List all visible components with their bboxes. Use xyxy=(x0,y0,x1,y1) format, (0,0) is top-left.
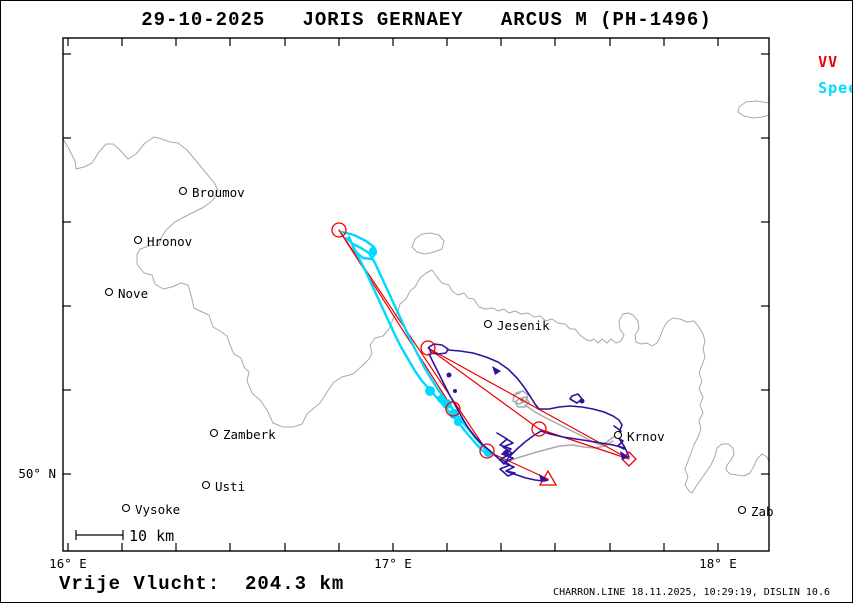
turnpoint-circle xyxy=(531,421,547,437)
series-dot-track-indigo xyxy=(446,372,452,378)
series-dot-track-indigo xyxy=(579,398,585,404)
series-dot-track-indigo xyxy=(503,450,509,456)
series-track-gray xyxy=(508,440,614,462)
series-track-indigo xyxy=(569,393,583,404)
city-marker-broumov xyxy=(178,186,188,196)
free-flight-distance: Vrije Vlucht: 204.3 km xyxy=(59,573,345,595)
city-marker-nove xyxy=(104,287,114,297)
city-marker-zamberk xyxy=(209,428,219,438)
city-label-broumov: Broumov xyxy=(192,185,245,200)
series-dot-track-indigo xyxy=(453,389,457,393)
series-track-indigo xyxy=(504,430,626,463)
series-dot-Speed xyxy=(442,399,452,409)
city-label-zamberk: Zamberk xyxy=(223,427,276,442)
series-country-border xyxy=(737,100,770,119)
turnpoint-circle xyxy=(420,340,436,356)
series-VV xyxy=(486,450,549,480)
city-label-vysoke: Vysoke xyxy=(135,502,180,517)
city-marker-usti xyxy=(201,480,211,490)
scale-bar-label: 10 km xyxy=(129,527,174,545)
series-country-border xyxy=(62,136,770,494)
legend-entry-vv: VV xyxy=(778,35,838,89)
series-VV xyxy=(427,347,540,430)
y-axis-label: 50° N xyxy=(18,466,56,481)
series-dot-Speed xyxy=(437,395,445,403)
city-marker-jesenik xyxy=(483,319,493,329)
turnpoint-circle xyxy=(479,443,495,459)
legend-label-speed: Speed xyxy=(818,79,852,97)
track-direction-arrow xyxy=(620,451,629,460)
city-label-nove: Nove xyxy=(118,286,148,301)
city-label-zab: Zab xyxy=(751,504,774,519)
series-track-indigo xyxy=(428,353,505,465)
series-track-indigo xyxy=(428,343,449,355)
city-marker-hronov xyxy=(133,235,143,245)
turnpoint-circle xyxy=(331,222,347,238)
series-dot-Speed xyxy=(369,247,377,255)
city-label-jesenik: Jesenik xyxy=(497,318,550,333)
series-country-border xyxy=(411,232,445,255)
map-frame xyxy=(62,37,770,552)
series-track-indigo xyxy=(447,349,630,458)
series-track-indigo xyxy=(613,425,625,450)
series-track-gray xyxy=(514,396,530,408)
turnpoint-circle xyxy=(445,401,461,417)
series-dot-Speed xyxy=(454,418,462,426)
city-label-krnov: Krnov xyxy=(627,429,665,444)
series-Speed xyxy=(351,245,489,456)
city-label-hronov: Hronov xyxy=(147,234,192,249)
program-credit: CHARRON.LINE 18.11.2025, 10:29:19, DISLI… xyxy=(553,587,830,598)
x-axis-label: 17° E xyxy=(374,556,412,571)
legend-label-vv: VV xyxy=(818,53,839,71)
series-VV xyxy=(338,229,454,410)
track-direction-arrow xyxy=(539,474,548,482)
series-VV xyxy=(427,347,630,460)
x-axis-label: 18° E xyxy=(699,556,737,571)
series-dot-Speed xyxy=(425,386,435,396)
city-marker-krnov xyxy=(613,430,623,440)
city-marker-vysoke xyxy=(121,503,131,513)
city-label-usti: Usti xyxy=(215,479,245,494)
plot-title: 29-10-2025 JORIS GERNAEY ARCUS M (PH-149… xyxy=(141,9,712,31)
series-VV xyxy=(538,428,630,460)
x-axis-label: 16° E xyxy=(49,556,87,571)
legend-entry-speed: Speed xyxy=(778,61,852,115)
city-marker-zab xyxy=(737,505,747,515)
track-direction-arrow xyxy=(492,366,501,375)
series-track-gray xyxy=(524,404,617,446)
